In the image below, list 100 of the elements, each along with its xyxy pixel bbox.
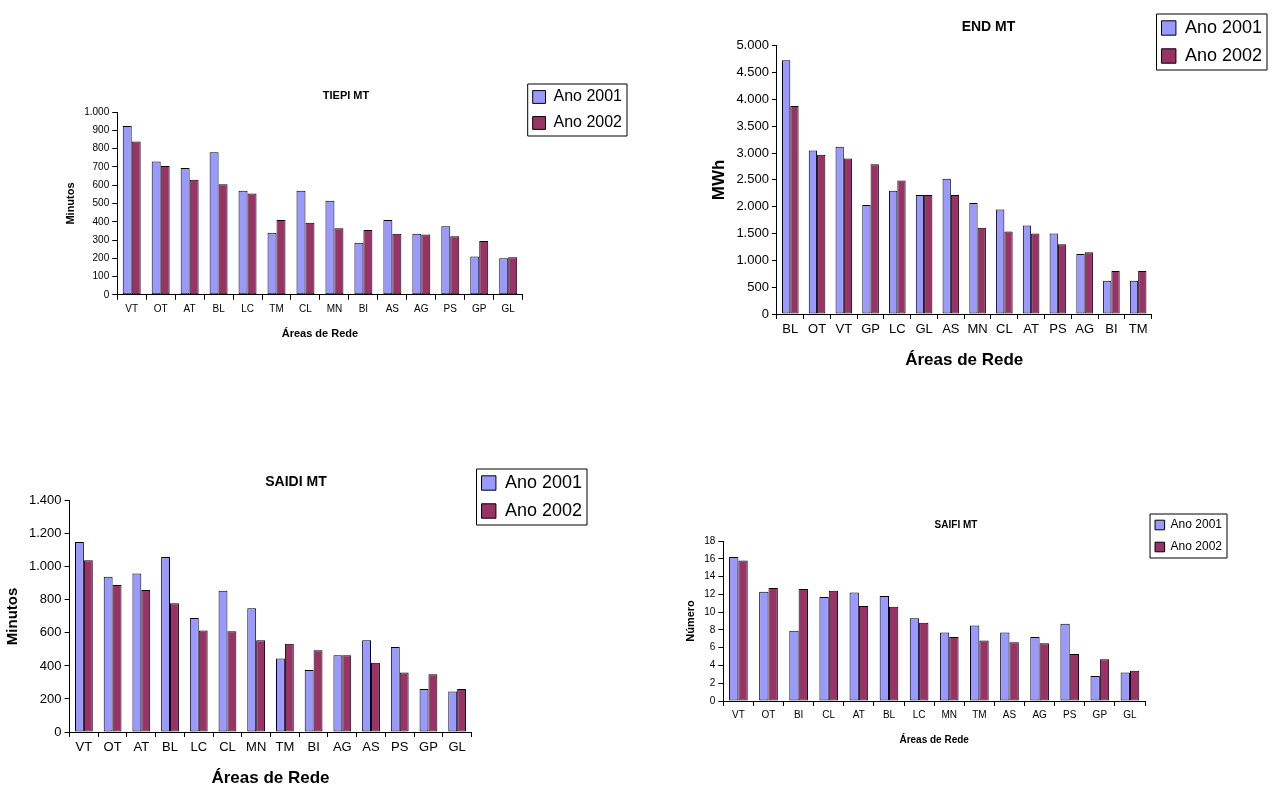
y-tick-label: 18 (704, 534, 716, 546)
x-tick-label: MN (246, 739, 267, 755)
y-tick-label: 400 (92, 215, 110, 227)
x-tick-label: GL (915, 321, 933, 337)
y-tick-label: 16 (704, 552, 716, 564)
x-tick-label: BL (782, 321, 799, 337)
legend-label: Ano 2001 (504, 471, 583, 492)
x-tick-label: PS (1063, 708, 1077, 720)
legend-label: Ano 2002 (1170, 539, 1223, 554)
y-axis-title: Número (683, 599, 696, 642)
y-tick-label: 200 (39, 690, 62, 706)
y-tick-label: 1.400 (28, 492, 62, 508)
x-tick-label: OT (808, 321, 827, 337)
x-tick-label: OT (103, 739, 122, 755)
y-tick-label: 2 (709, 676, 716, 688)
y-tick-label: 0 (709, 694, 716, 706)
y-tick-label: 2.000 (736, 198, 769, 214)
x-tick-label: AG (332, 739, 352, 755)
legend-label: Ano 2001 (553, 87, 623, 105)
x-tick-label: AG (1075, 321, 1095, 337)
y-tick-label: 5.000 (736, 37, 769, 53)
x-tick-label: AG (414, 302, 429, 314)
x-tick-label: VT (731, 708, 745, 720)
y-tick-label: 14 (704, 570, 716, 582)
y-tick-label: 900 (92, 124, 110, 136)
x-tick-label: BL (212, 302, 226, 314)
y-tick-label: 100 (92, 270, 110, 282)
x-tick-label: BL (162, 739, 178, 755)
x-tick-label: BI (1105, 321, 1118, 337)
legend-label: Ano 2002 (553, 113, 623, 131)
x-tick-label: GL (448, 739, 466, 755)
x-tick-label: TM (1128, 321, 1148, 337)
x-tick-label: PS (391, 739, 409, 755)
y-tick-label: 1.000 (28, 558, 62, 574)
y-tick-label: 500 (92, 197, 110, 209)
x-tick-label: VT (75, 739, 93, 755)
y-axis-title: Minutos (63, 182, 76, 225)
y-tick-label: 1.000 (84, 105, 110, 117)
y-tick-label: 4.000 (736, 91, 769, 107)
x-tick-label: LC (912, 708, 926, 720)
x-tick-label: BI (307, 739, 320, 755)
x-tick-label: GL (501, 302, 516, 314)
y-tick-label: 12 (704, 588, 716, 600)
x-axis-title: Áreas de Rede (899, 732, 970, 745)
y-tick-label: 400 (39, 657, 62, 673)
x-tick-label: TM (972, 708, 987, 720)
x-tick-label: BI (358, 302, 369, 314)
legend-label: Ano 2001 (1184, 16, 1263, 37)
y-tick-label: 3.000 (736, 144, 769, 160)
y-tick-label: 1.000 (736, 251, 769, 267)
x-tick-label: CL (996, 321, 1013, 337)
x-tick-label: MN (967, 321, 988, 337)
x-tick-label: OT (761, 708, 776, 720)
x-tick-label: GL (1123, 708, 1138, 720)
x-tick-label: LC (889, 321, 906, 337)
y-tick-label: 10 (704, 605, 716, 617)
x-tick-label: CL (299, 302, 313, 314)
x-tick-label: AS (942, 321, 960, 337)
x-axis-title: Áreas de Rede (211, 768, 330, 788)
y-tick-label: 0 (54, 723, 62, 739)
x-tick-label: BL (882, 708, 896, 720)
x-tick-label: AG (1032, 708, 1048, 720)
y-tick-label: 4.500 (736, 64, 769, 80)
chart-title: TIEPI MT (322, 88, 370, 101)
legend-label: Ano 2002 (504, 499, 583, 520)
y-tick-label: 3.500 (736, 117, 769, 133)
y-tick-label: 0 (103, 288, 110, 300)
y-tick-label: 600 (92, 178, 110, 190)
legend-label: Ano 2001 (1170, 517, 1223, 532)
x-tick-label: AS (362, 739, 381, 755)
y-tick-label: 1.200 (28, 525, 62, 541)
x-tick-label: VT (835, 321, 853, 337)
x-tick-label: GP (861, 321, 880, 337)
x-tick-label: TM (275, 739, 295, 755)
x-tick-label: MN (326, 302, 343, 314)
y-tick-label: 8 (709, 623, 716, 635)
y-tick-label: 200 (92, 252, 110, 264)
x-axis-title: Áreas de Rede (905, 350, 1024, 370)
x-tick-label: OT (153, 302, 168, 314)
legend-label: Ano 2002 (1184, 44, 1263, 65)
x-tick-label: VT (125, 302, 139, 314)
x-tick-label: AS (1002, 708, 1017, 720)
y-axis-title: MWh (708, 159, 728, 201)
x-tick-label: AT (133, 739, 150, 755)
y-tick-label: 800 (92, 142, 110, 154)
x-tick-label: LC (190, 739, 208, 755)
x-tick-label: PS (443, 302, 458, 314)
y-tick-label: 6 (709, 641, 716, 653)
x-tick-label: GP (472, 302, 487, 314)
x-tick-label: TM (269, 302, 284, 314)
x-tick-label: CL (219, 739, 236, 755)
x-tick-label: MN (941, 708, 958, 720)
x-tick-label: PS (1049, 321, 1067, 337)
y-tick-label: 1.500 (736, 225, 769, 241)
x-tick-label: AT (183, 302, 196, 314)
y-tick-label: 4 (709, 659, 716, 671)
y-tick-label: 800 (39, 591, 62, 607)
y-tick-label: 600 (39, 624, 62, 640)
y-tick-label: 300 (92, 233, 110, 245)
chart-title: SAIDI MT (265, 473, 328, 490)
